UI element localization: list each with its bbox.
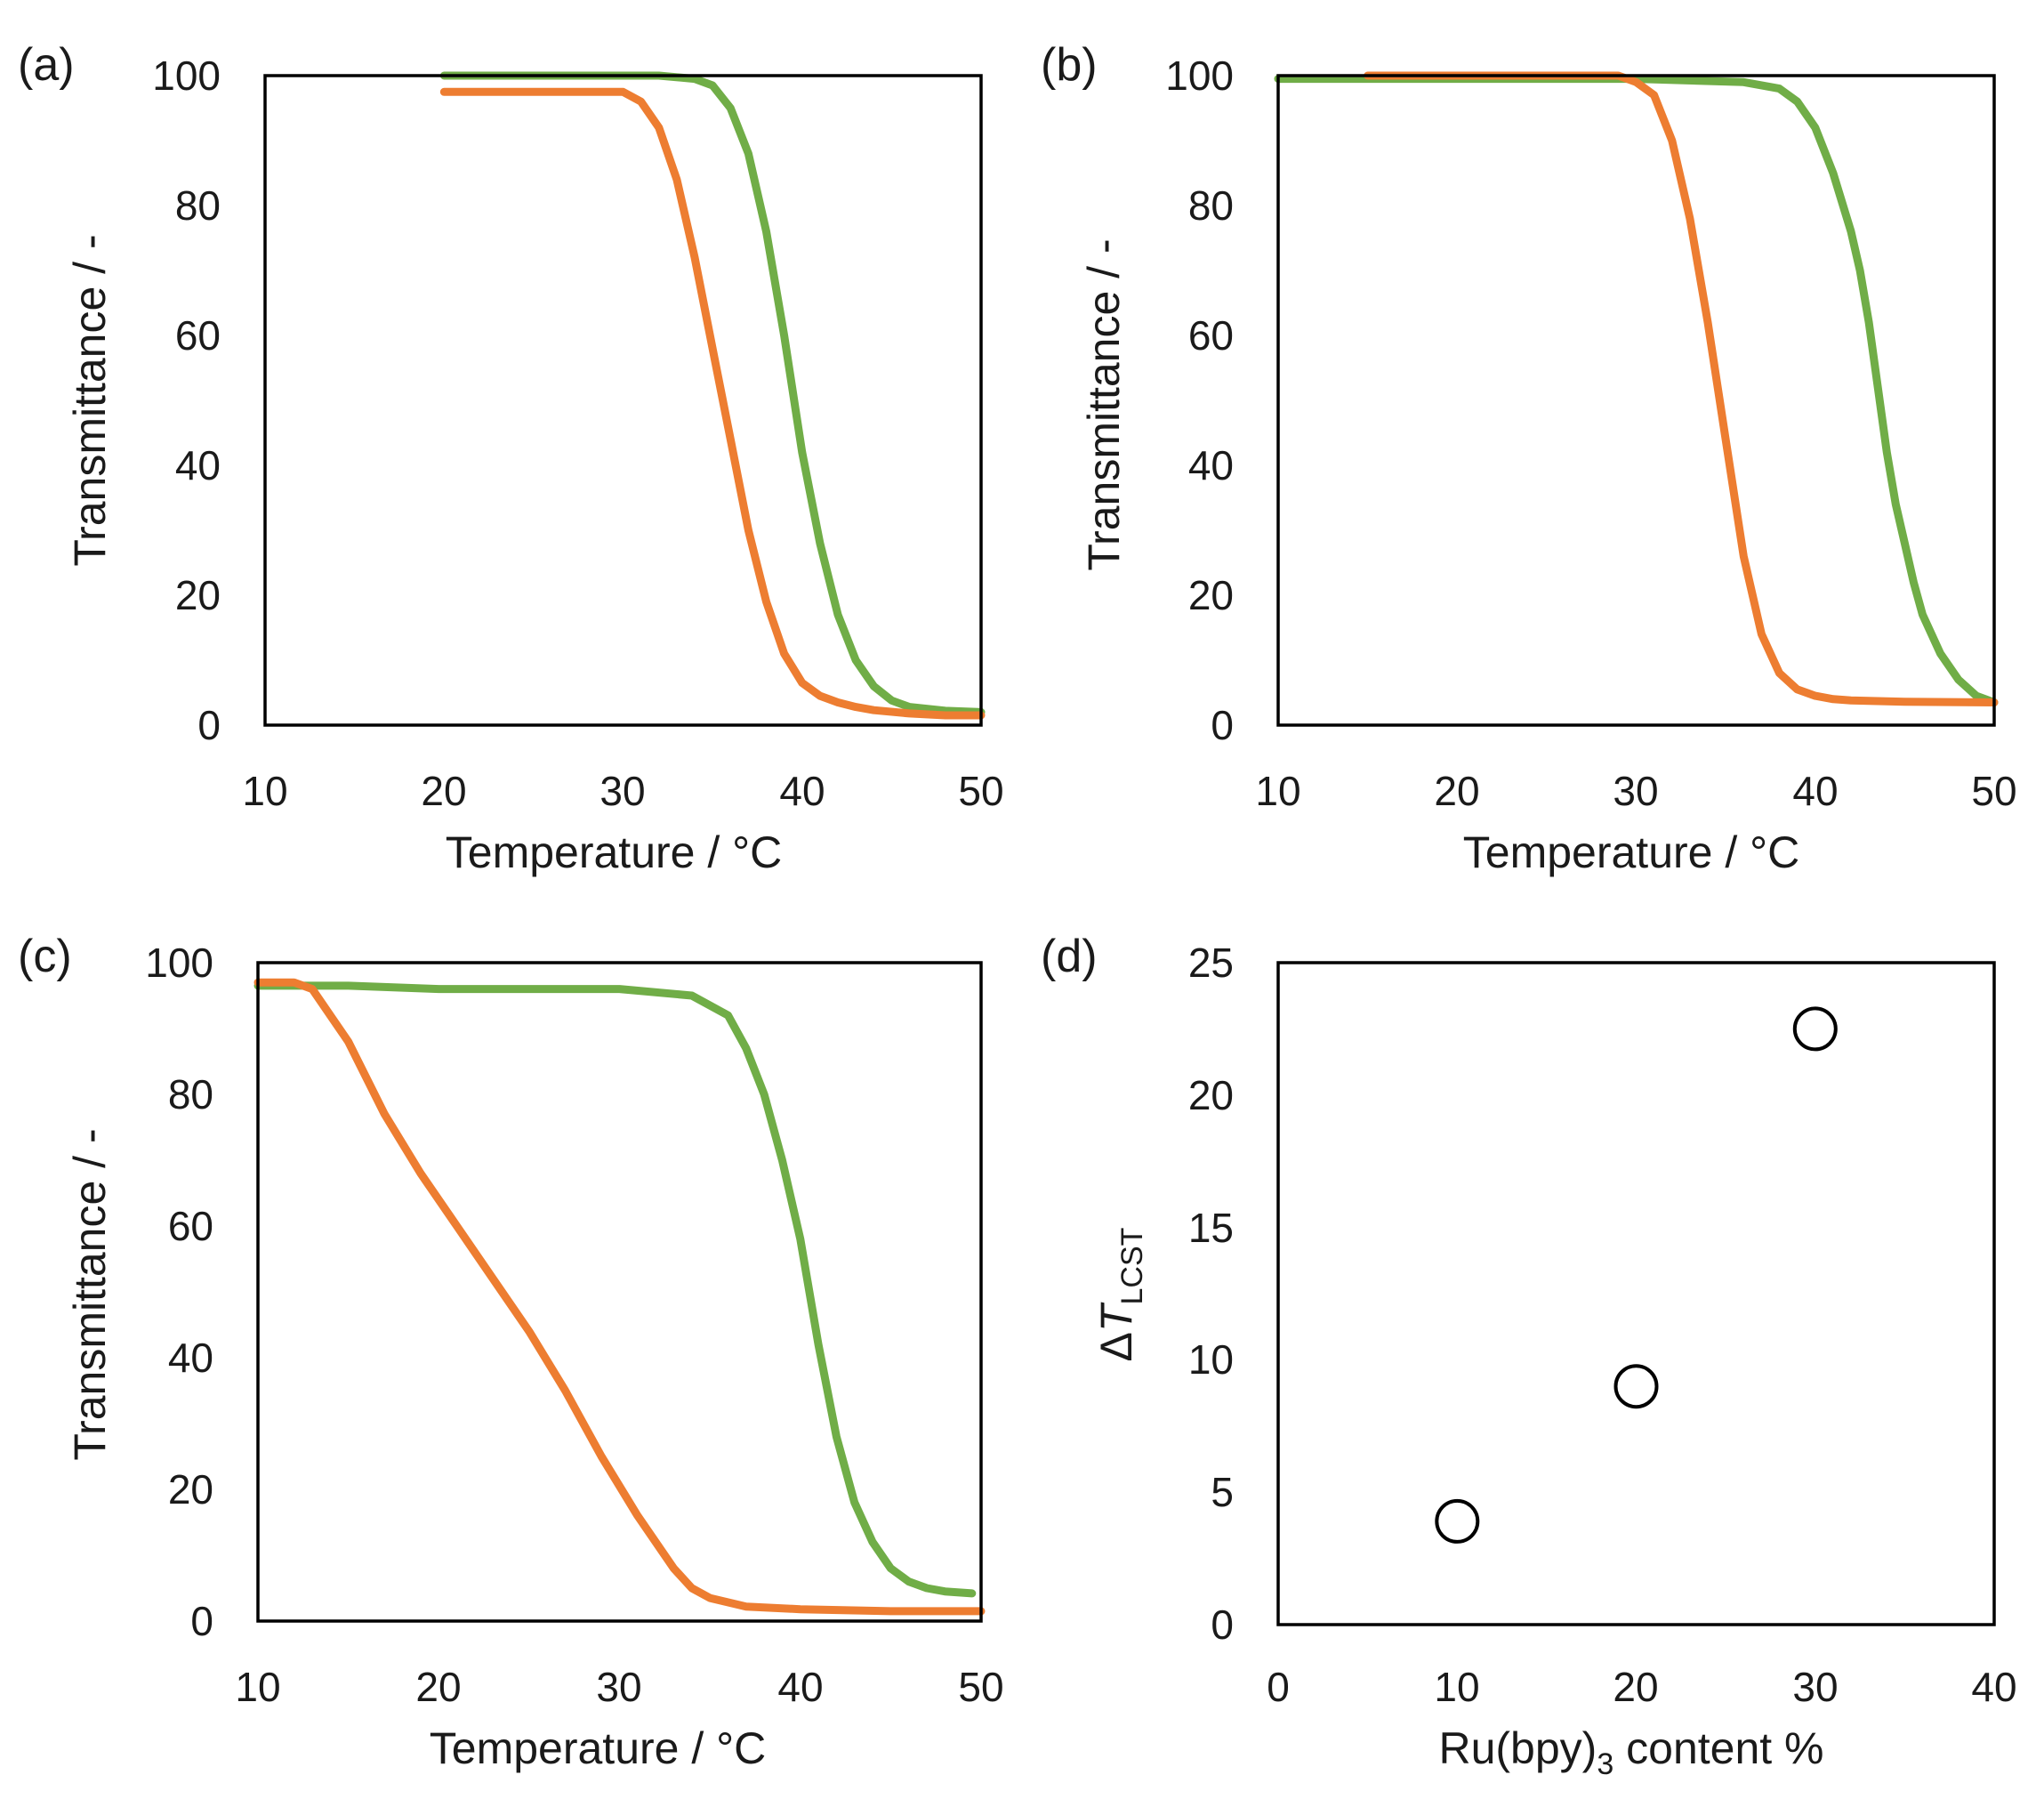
panel-c-y-axis-label: Transmittance / - (65, 1128, 115, 1460)
panel-d-y-axis-label-sub: LCST (1115, 1228, 1149, 1305)
panel-a-label: (a) (18, 39, 75, 91)
panel-d-ytick: 5 (1211, 1469, 1234, 1515)
panel-c-plot-frame (256, 961, 983, 1623)
panel-c-xtick: 10 (235, 1664, 280, 1710)
panel-d-x-axis-label-main: Ru(bpy) (1438, 1723, 1597, 1773)
panel-d-xtick: 40 (1971, 1664, 2016, 1710)
panel-c-x-ticks: 10 20 30 40 50 (235, 1664, 1003, 1710)
panel-c-xtick: 50 (958, 1664, 1003, 1710)
panel-c: (c) 10 20 30 40 50 0 20 40 60 80 100 Tem… (18, 931, 1004, 1773)
panel-c-green-line (253, 981, 977, 1598)
panel-a-ytick: 0 (197, 702, 221, 748)
panel-a-ytick: 60 (175, 312, 221, 359)
panel-b-ytick: 60 (1188, 312, 1234, 359)
panel-b-series (1274, 71, 1999, 706)
panel-a-y-ticks: 0 20 40 60 80 100 (152, 52, 221, 748)
panel-a-series (439, 71, 986, 720)
panel-d-y-axis-label-delta: Δ (1091, 1332, 1141, 1361)
panel-b-orange-line (1364, 71, 1999, 706)
panel-a-xtick: 10 (242, 768, 287, 814)
panel-a-xtick: 20 (421, 768, 466, 814)
panel-d-xtick: 10 (1434, 1664, 1479, 1710)
panel-d-y-axis-label: ΔTLCST (1091, 1228, 1149, 1362)
panel-d-xtick: 20 (1613, 1664, 1658, 1710)
panel-d-data-point (1792, 1006, 1838, 1052)
panel-c-ytick: 100 (145, 940, 213, 986)
panel-c-ytick: 60 (168, 1203, 213, 1249)
panel-a-x-ticks: 10 20 30 40 50 (242, 768, 1003, 814)
panel-b-ytick: 0 (1211, 702, 1234, 748)
panel-b-x-ticks: 10 20 30 40 50 (1255, 768, 2016, 814)
panel-b-green-line (1274, 75, 1999, 706)
panel-c-xtick: 20 (415, 1664, 461, 1710)
panel-c-orange-line (253, 978, 986, 1616)
panel-d-xtick: 30 (1792, 1664, 1838, 1710)
panel-b-plot-frame (1276, 74, 1996, 727)
panel-d-x-ticks: 0 10 20 30 40 (1267, 1664, 2016, 1710)
panel-a-xtick: 50 (958, 768, 1003, 814)
panel-b-ytick: 100 (1165, 52, 1234, 99)
panel-d-data-point (1435, 1498, 1480, 1544)
panel-d-x-axis-label-sub: 3 (1597, 1747, 1613, 1781)
panel-a-ytick: 100 (152, 52, 221, 99)
panel-d: (d) 0 10 20 30 40 0 5 10 15 20 25 Ru(bpy… (1041, 931, 2017, 1781)
panel-c-x-axis-label: Temperature / °C (430, 1723, 766, 1773)
panel-d-x-axis-label: Ru(bpy)3 content % (1438, 1723, 1823, 1781)
panel-b-ytick: 80 (1188, 182, 1234, 229)
panel-d-label: (d) (1041, 931, 1098, 982)
panel-d-plot-frame (1276, 961, 1996, 1626)
panel-b-xtick: 10 (1255, 768, 1300, 814)
panel-c-y-ticks: 0 20 40 60 80 100 (145, 940, 213, 1644)
panel-b-xtick: 40 (1792, 768, 1838, 814)
panel-c-ytick: 20 (168, 1466, 213, 1513)
panel-a-ytick: 80 (175, 182, 221, 229)
panel-d-ytick: 0 (1211, 1601, 1234, 1648)
panel-d-data-point (1613, 1364, 1659, 1409)
panel-b-xtick: 50 (1971, 768, 2016, 814)
panel-d-ytick: 25 (1188, 940, 1234, 986)
panel-b-ytick: 20 (1188, 572, 1234, 618)
panel-a-xtick: 30 (600, 768, 645, 814)
panel-d-ytick: 20 (1188, 1072, 1234, 1118)
panel-c-ytick: 40 (168, 1335, 213, 1381)
panel-c-ytick: 80 (168, 1071, 213, 1117)
panel-c-ytick: 0 (190, 1598, 213, 1644)
panel-d-series (1435, 1006, 1838, 1544)
panel-b-xtick: 30 (1613, 768, 1658, 814)
panel-b-y-ticks: 0 20 40 60 80 100 (1165, 52, 1234, 748)
panel-b-label: (b) (1041, 39, 1098, 91)
panel-d-ytick: 15 (1188, 1205, 1234, 1251)
panel-b-x-axis-label: Temperature / °C (1463, 827, 1799, 877)
panel-c-series (253, 978, 986, 1616)
panel-c-xtick: 40 (777, 1664, 823, 1710)
panel-a-xtick: 40 (779, 768, 825, 814)
panel-b-y-axis-label: Transmittance / - (1079, 238, 1129, 570)
panel-b: (b) 10 20 30 40 50 0 20 40 60 80 100 Tem… (1041, 39, 2017, 877)
panel-d-x-axis-label-rest: content % (1613, 1723, 1823, 1773)
panel-d-ytick: 10 (1188, 1336, 1234, 1383)
panel-a-orange-line (439, 87, 986, 720)
panel-a-plot-frame (263, 74, 983, 727)
panel-d-y-ticks: 0 5 10 15 20 25 (1188, 940, 1234, 1648)
panel-a-ytick: 40 (175, 442, 221, 488)
panel-b-ytick: 40 (1188, 442, 1234, 488)
panel-c-label: (c) (18, 931, 72, 982)
panel-a: (a) 10 20 30 40 50 0 20 40 60 80 100 Tem… (18, 39, 1004, 877)
panel-a-x-axis-label: Temperature / °C (446, 827, 782, 877)
panel-a-ytick: 20 (175, 572, 221, 618)
panel-a-green-line (439, 71, 986, 716)
panel-b-xtick: 20 (1434, 768, 1479, 814)
panel-a-y-axis-label: Transmittance / - (65, 234, 115, 566)
panel-d-y-axis-label-t: T (1091, 1302, 1141, 1332)
panel-d-xtick: 0 (1267, 1664, 1290, 1710)
panel-c-xtick: 30 (596, 1664, 641, 1710)
